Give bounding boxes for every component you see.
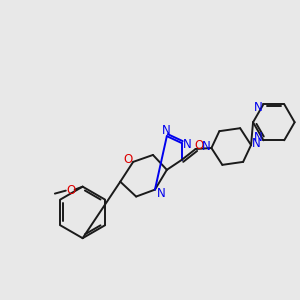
Text: N: N (254, 131, 263, 144)
Text: N: N (202, 140, 211, 152)
Text: N: N (157, 187, 165, 200)
Text: O: O (66, 184, 75, 197)
Text: N: N (252, 136, 260, 150)
Text: N: N (183, 138, 192, 151)
Text: N: N (254, 101, 263, 114)
Text: O: O (194, 139, 203, 152)
Text: O: O (124, 153, 133, 167)
Text: N: N (161, 124, 170, 137)
